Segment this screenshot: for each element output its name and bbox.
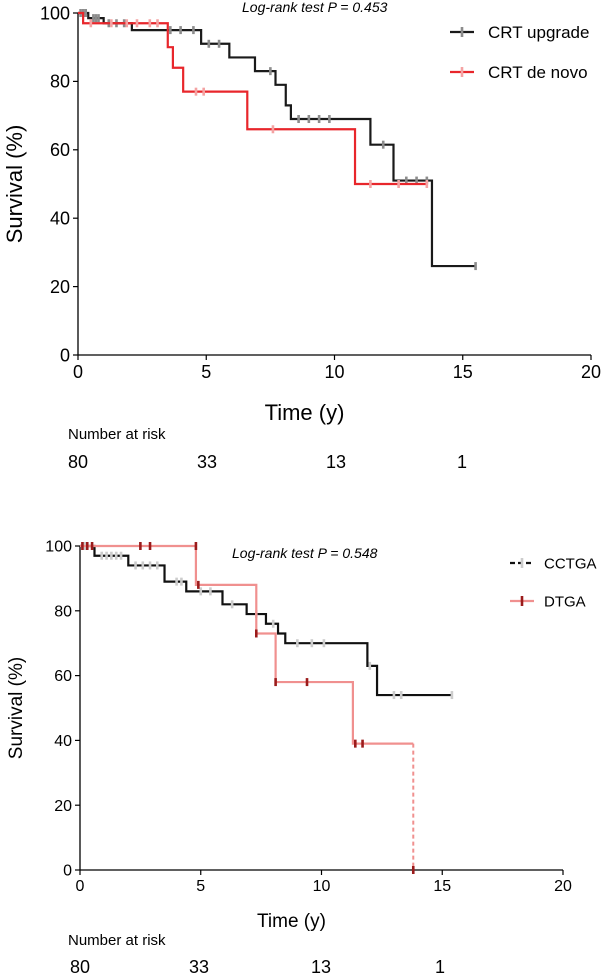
chart1-y-tick-label: 20: [54, 798, 72, 815]
chart1-logrank-annotation: Log-rank test P = 0.548: [232, 545, 378, 561]
chart1-x-tick-label: 15: [433, 878, 451, 895]
risk-value-top-5: 33: [196, 452, 218, 472]
chart1-y-tick-label: 100: [45, 539, 72, 556]
chart1-y-tick-label: 60: [54, 668, 72, 685]
chart0-series-line-crt-de-novo: [78, 11, 427, 186]
risk-table-label-bottom: Number at risk: [68, 932, 166, 949]
risk-value-bottom-5: 33: [188, 957, 210, 977]
chart0-x-tick-label: 5: [201, 362, 211, 382]
chart1-y-tick-label: 0: [63, 863, 72, 880]
risk-value-top-0: 80: [67, 452, 89, 472]
chart1-x-tick-label: 10: [313, 878, 331, 895]
chart1-y-axis-label: Survival (%): [6, 657, 27, 759]
chart1-legend-label-1: DTGA: [544, 593, 586, 610]
chart0-series-line-crt-upgrade: [78, 11, 476, 268]
chart0-y-tick-label: 20: [50, 277, 70, 297]
risk-value-bottom-15: 1: [434, 957, 446, 977]
chart1-x-tick-label: 5: [196, 878, 205, 895]
chart0-y-axis-label: Survival (%): [2, 125, 27, 244]
chart0-legend-label-1: CRT de novo: [488, 63, 588, 82]
chart0-x-tick-label: 10: [324, 362, 344, 382]
chart1-y-tick-label: 40: [54, 733, 72, 750]
chart0-x-tick-label: 15: [453, 362, 473, 382]
chart0-y-tick-label: 0: [60, 345, 70, 365]
risk-table-label-top: Number at risk: [68, 426, 166, 443]
chart0-y-tick-label: 100: [40, 3, 70, 23]
chart0-y-tick-label: 60: [50, 140, 70, 160]
chart0-y-tick-label: 80: [50, 72, 70, 92]
chart1-x-tick-label: 20: [554, 878, 572, 895]
risk-value-top-15: 1: [456, 452, 468, 472]
chart1-legend-label-0: CCTGA: [544, 555, 597, 572]
risk-value-bottom-0: 80: [69, 957, 91, 977]
chart0-x-axis-label: Time (y): [265, 400, 345, 425]
chart1-series-line-cctga: [80, 544, 452, 697]
chart1-x-tick-label: 0: [76, 878, 85, 895]
chart0-legend-label-0: CRT upgrade: [488, 23, 589, 42]
risk-value-bottom-10: 13: [310, 957, 332, 977]
risk-value-top-10: 13: [325, 452, 347, 472]
chart1-x-axis-label: Time (y): [257, 911, 326, 932]
chart1-series-line-dtga: [80, 544, 414, 745]
chart0-x-tick-label: 20: [581, 362, 601, 382]
chart0-y-tick-label: 40: [50, 209, 70, 229]
chart0-x-tick-label: 0: [73, 362, 83, 382]
chart1-y-tick-label: 80: [54, 603, 72, 620]
chart0-logrank-annotation: Log-rank test P = 0.453: [242, 0, 388, 15]
